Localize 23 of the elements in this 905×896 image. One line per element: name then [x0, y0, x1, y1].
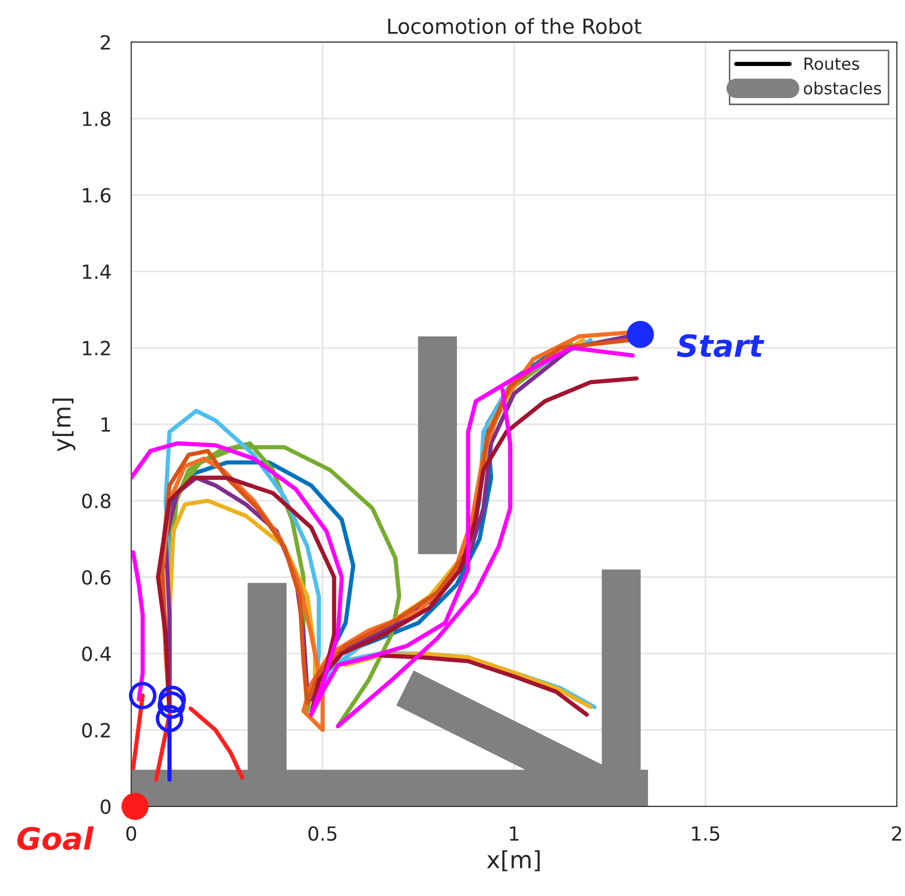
y-tick-label: 1.4	[82, 264, 111, 279]
chart-title: Locomotion of the Robot	[388, 18, 642, 34]
x-tick-label: 0.5	[308, 826, 336, 841]
y-tick-label: 1.8	[82, 111, 110, 126]
y-tick-label: 1	[102, 417, 110, 432]
y-tick-label: 0.8	[82, 494, 110, 508]
x-tick-label: 1.5	[692, 826, 720, 841]
legend-label: obstacles	[804, 82, 882, 94]
y-tick-label: 1.2	[82, 340, 110, 356]
y-tick-label: 0.2	[82, 722, 110, 738]
y-tick-label: 0.4	[82, 646, 111, 662]
y-tick-label: 0	[100, 799, 110, 814]
x-axis-title: x[m]	[487, 850, 540, 872]
x-tick-label: 0	[126, 826, 136, 841]
annotation: Start	[676, 334, 764, 358]
y-tick-label: 1.6	[82, 188, 111, 203]
annotation: Routes	[804, 58, 860, 70]
x-tick-label: 1	[510, 826, 518, 841]
annotation: Goal	[17, 826, 94, 850]
x-tick-label: 2	[892, 826, 902, 841]
y-tick-label: 2	[100, 35, 110, 50]
y-axis-title: y[m]	[52, 398, 76, 452]
y-tick-label: 0.6	[82, 570, 111, 585]
